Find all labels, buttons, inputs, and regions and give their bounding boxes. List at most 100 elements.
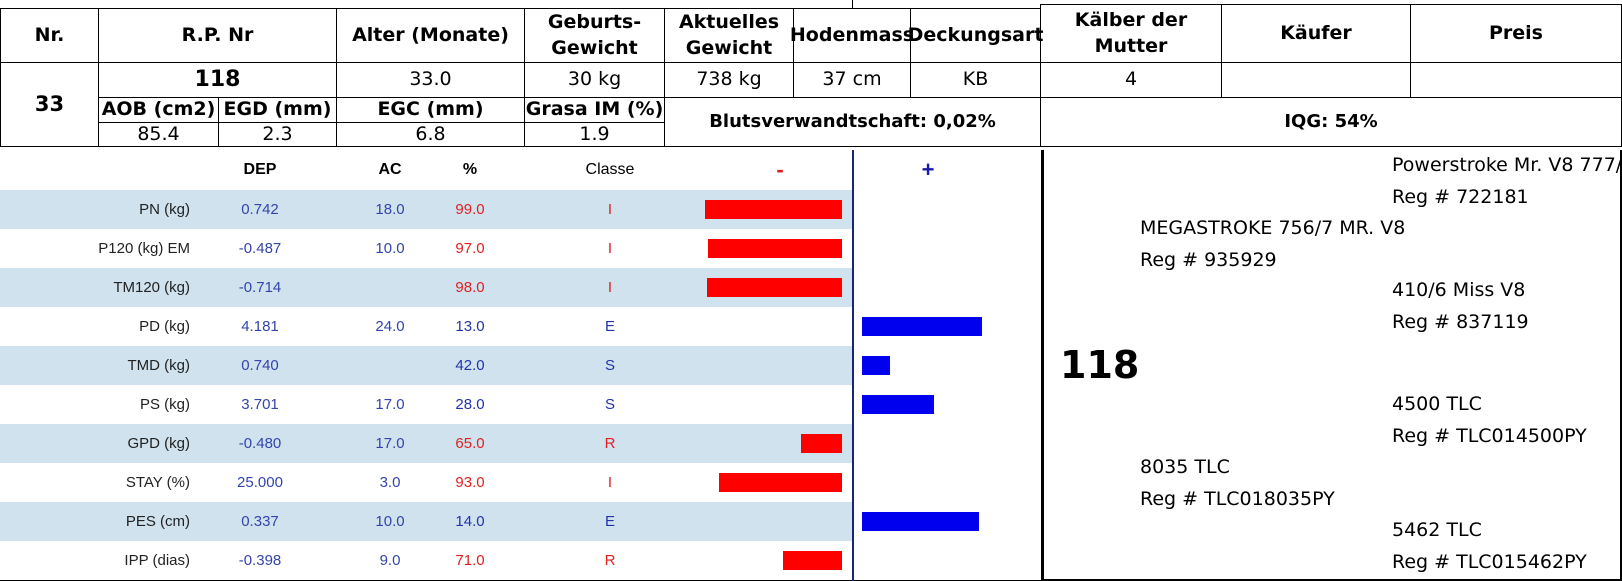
epd-pct-value: 42.0 (455, 357, 485, 374)
animal-geburts: 30 kg (524, 62, 665, 98)
epd-row: TMD (kg) 0.740 42.0 S (0, 346, 890, 385)
dam-sire-name: 4500 TLC (1392, 393, 1482, 415)
header-deckung: Deckungsart (908, 8, 1043, 63)
dam-reg: Reg # TLC018035PY (1140, 488, 1335, 510)
epd-pct-value: 28.0 (455, 396, 485, 413)
epd-dep-value: 25.000 (237, 474, 283, 491)
sire-dam-reg: Reg # 837119 (1392, 311, 1529, 333)
epd-ac-value: 3.0 (379, 474, 401, 491)
epd-row: STAY (%) 25.000 3.0 93.0 I (0, 463, 852, 502)
dam-name: 8035 TLC (1140, 456, 1230, 478)
grasa-value: 1.9 (524, 122, 665, 147)
grasa-label: Grasa IM (%) (524, 97, 665, 123)
epd-row: PN (kg) 0.742 18.0 99.0 I (0, 190, 852, 229)
epd-dep-value: -0.714 (238, 279, 282, 296)
dam-sire-reg: Reg # TLC014500PY (1392, 425, 1587, 447)
epd-label: STAY (%) (125, 474, 190, 491)
epd-label: PD (kg) (139, 318, 190, 335)
positive-bar (862, 395, 934, 414)
epd-classe-value: S (604, 396, 615, 413)
epd-ac-value: 10.0 (375, 513, 405, 530)
epd-label: P120 (kg) EM (98, 240, 190, 257)
epd-ac-value: 18.0 (375, 201, 405, 218)
negative-bar (705, 200, 842, 219)
col-ac-header: AC (378, 161, 402, 178)
header-rp: R.P. Nr (98, 8, 337, 63)
epd-ac-value: 10.0 (375, 240, 405, 257)
epd-row: PES (cm) 0.337 10.0 14.0 E (0, 502, 979, 541)
aob-label: AOB (cm2) (98, 97, 219, 123)
epd-dep-value: 0.740 (241, 357, 279, 374)
sire-name: MEGASTROKE 756/7 MR. V8 (1140, 217, 1406, 239)
epd-row: GPD (kg) -0.480 17.0 65.0 R (0, 424, 852, 463)
animal-hoden: 37 cm (793, 62, 911, 98)
epd-dep-value: -0.487 (238, 240, 282, 257)
negative-bar (707, 278, 842, 297)
epd-pct-value: 13.0 (455, 318, 485, 335)
col-pct-header: % (462, 161, 478, 178)
animal-nr: 33 (0, 62, 99, 147)
plus-header: + (921, 157, 935, 182)
iqg: IQG: 54% (1040, 97, 1622, 147)
animal-deckung: KB (910, 62, 1041, 98)
epd-dep-value: -0.398 (238, 552, 282, 569)
negative-bar (719, 473, 842, 492)
epd-ac-value: 17.0 (375, 396, 405, 413)
epd-label: TM120 (kg) (113, 279, 190, 296)
animal-kalber: 4 (1040, 62, 1222, 98)
epd-dep-value: 0.337 (241, 513, 279, 530)
positive-bar (862, 356, 890, 375)
epd-classe-value: I (607, 474, 613, 491)
epd-dep-value: 4.181 (241, 318, 279, 335)
header-aktuell: Aktuelles Gewicht (664, 8, 794, 63)
epd-dep-value: 3.701 (241, 396, 279, 413)
epd-classe-value: I (607, 279, 613, 296)
sire-reg: Reg # 935929 (1140, 249, 1277, 271)
epd-pct-value: 93.0 (455, 474, 485, 491)
header-preis: Preis (1410, 4, 1622, 63)
epd-ac-value: 17.0 (375, 435, 405, 452)
epd-ac-value: 24.0 (375, 318, 405, 335)
epd-pct-value: 65.0 (455, 435, 485, 452)
epd-label: IPP (dias) (124, 552, 190, 569)
epd-label: PS (kg) (139, 396, 190, 413)
header-kalber: Kälber der Mutter (1040, 4, 1222, 63)
dam-dam-reg: Reg # TLC015462PY (1392, 551, 1587, 573)
epd-pct-value: 71.0 (455, 552, 485, 569)
dam-dam-name: 5462 TLC (1392, 519, 1482, 541)
epd-label: PES (cm) (125, 513, 190, 530)
epd-row: P120 (kg) EM -0.487 10.0 97.0 I (0, 229, 852, 268)
epd-dep-value: 0.742 (241, 201, 279, 218)
pedigree-animal: 118 (1060, 343, 1140, 387)
epd-row: PD (kg) 4.181 24.0 13.0 E (0, 307, 982, 346)
epd-ac-value: 9.0 (379, 552, 401, 569)
epd-pct-value: 98.0 (455, 279, 485, 296)
epd-label: PN (kg) (139, 201, 190, 218)
epd-classe-value: S (604, 357, 615, 374)
animal-preis (1410, 62, 1622, 98)
epd-classe-value: R (604, 552, 616, 569)
epd-row: IPP (dias) -0.398 9.0 71.0 R (0, 541, 852, 580)
epd-classe-value: E (604, 513, 615, 530)
sire-sire-reg: Reg # 722181 (1392, 186, 1529, 208)
egc-label: EGC (mm) (336, 97, 525, 123)
epd-pct-value: 14.0 (455, 513, 485, 530)
epd-classe-value: R (604, 435, 616, 452)
blutsverwandtschaft: Blutsverwandtschaft: 0,02% (664, 97, 1041, 147)
epd-pct-value: 97.0 (455, 240, 485, 257)
header-kaufer: Käufer (1221, 4, 1411, 63)
center-axis (852, 150, 854, 581)
epd-pct-value: 99.0 (455, 201, 485, 218)
animal-aktuell: 738 kg (664, 62, 794, 98)
egd-value: 2.3 (218, 122, 337, 147)
negative-bar (801, 434, 842, 453)
negative-bar (783, 551, 842, 570)
header-hoden: Hodenmass (790, 8, 914, 63)
minus-header: - (776, 157, 784, 182)
pedigree-box (1042, 150, 1622, 581)
animal-kaufer (1221, 62, 1411, 98)
header-geburts: Geburts- Gewicht (524, 8, 665, 63)
animal-rp: 118 (98, 62, 337, 98)
epd-dep-value: -0.480 (238, 435, 282, 452)
col-classe-header: Classe (585, 161, 635, 178)
